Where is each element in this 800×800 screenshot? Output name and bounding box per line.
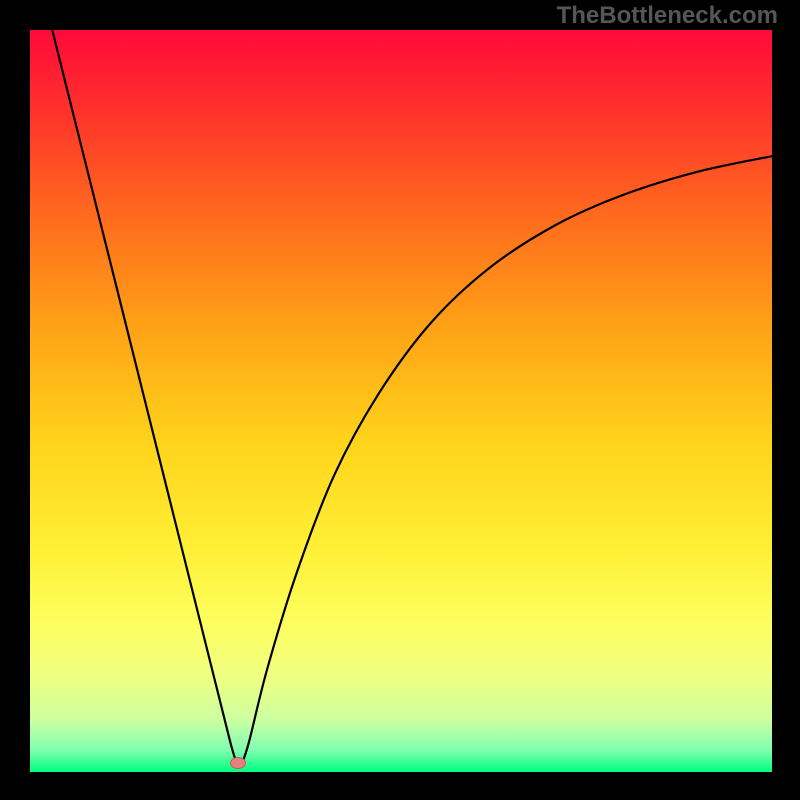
watermark-label: TheBottleneck.com <box>557 2 778 30</box>
curve-right-branch <box>241 156 772 764</box>
curve-layer <box>0 0 800 800</box>
vertex-marker <box>230 757 246 769</box>
chart-frame: TheBottleneck.com <box>0 0 800 800</box>
curve-left-branch <box>52 30 238 765</box>
